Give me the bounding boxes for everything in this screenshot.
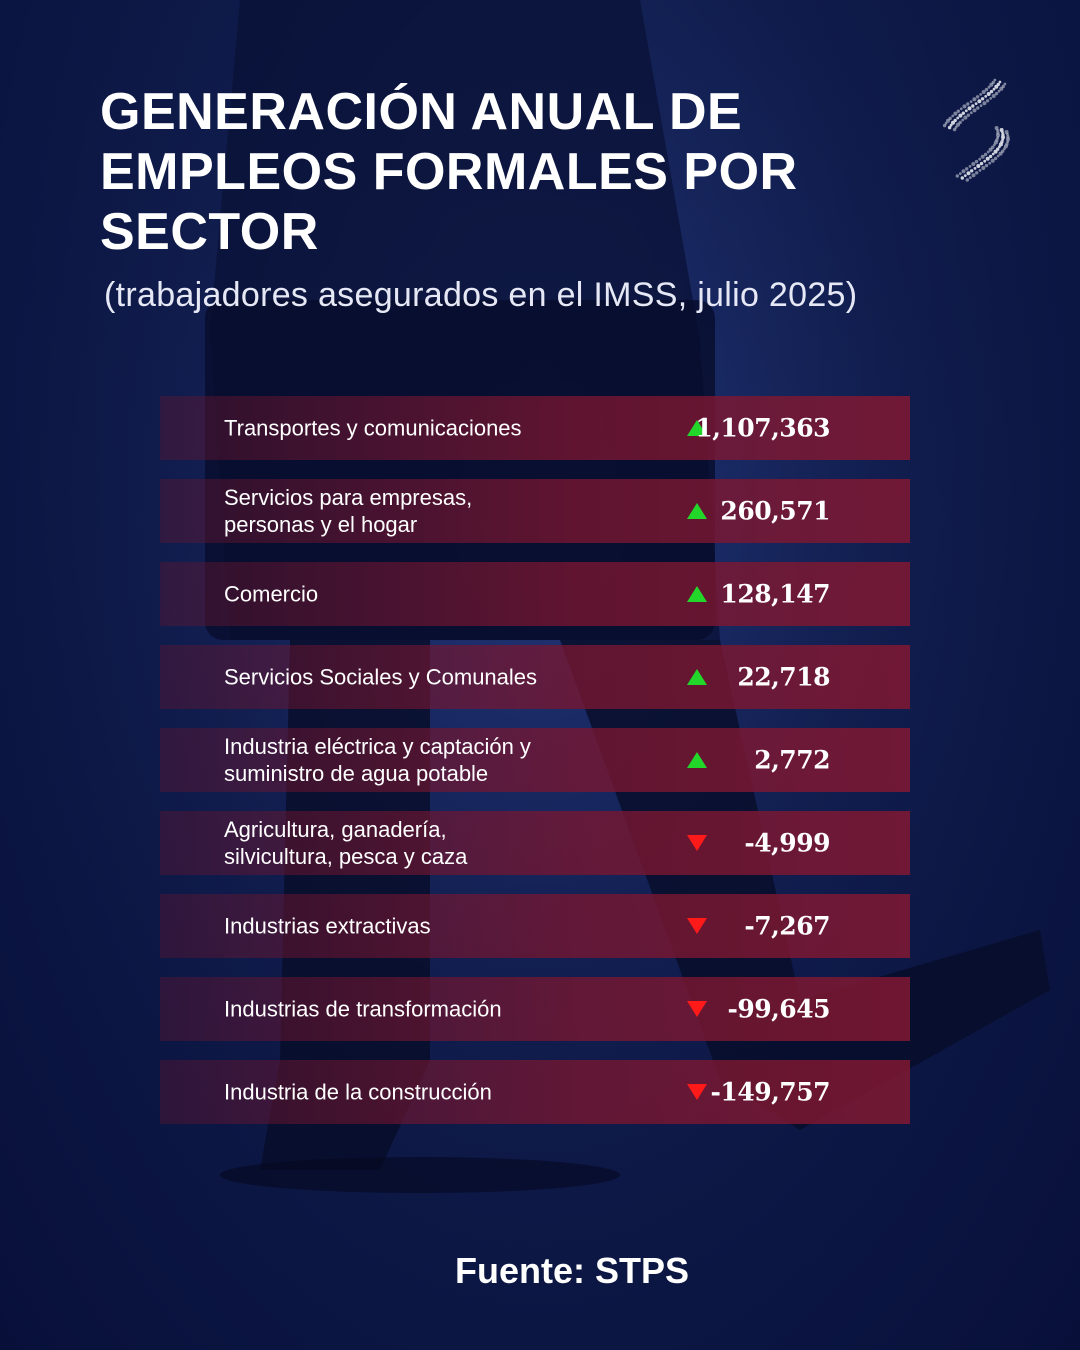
sector-table: Transportes y comunicaciones 1,107,363 Ser… xyxy=(160,396,910,1143)
sector-label: Comercio xyxy=(224,581,319,607)
sector-label: Industrias extractivas xyxy=(224,913,431,939)
sector-value: 2,772 xyxy=(754,745,830,775)
triangle-down-icon xyxy=(687,1084,707,1100)
triangle-down-icon xyxy=(687,918,707,934)
table-row: Servicios Sociales y Comunales 22,718 xyxy=(160,645,910,709)
triangle-up-icon xyxy=(687,503,707,519)
table-row: Industria eléctrica y captación y sumini… xyxy=(160,728,910,792)
sector-label: Agricultura, ganadería, silvicultura, pe… xyxy=(224,817,468,869)
sector-label: Industria de la construcción xyxy=(224,1079,492,1105)
sector-label: Transportes y comunicaciones xyxy=(224,415,522,441)
sector-value: 22,718 xyxy=(737,662,830,692)
sector-value: -99,645 xyxy=(727,994,830,1024)
triangle-up-icon xyxy=(687,669,707,685)
triangle-up-icon xyxy=(687,752,707,768)
sector-value: -4,999 xyxy=(744,828,830,858)
sector-value: 128,147 xyxy=(720,579,830,609)
page-subtitle: (trabajadores asegurados en el IMSS, jul… xyxy=(104,276,858,314)
triangle-down-icon xyxy=(687,1001,707,1017)
table-row: Comercio 128,147 xyxy=(160,562,910,626)
triangle-up-icon xyxy=(687,586,707,602)
sector-label: Servicios Sociales y Comunales xyxy=(224,664,538,690)
sector-value: -149,757 xyxy=(710,1077,831,1107)
table-row: Industrias de transformación -99,645 xyxy=(160,977,910,1041)
table-row: Agricultura, ganadería, silvicultura, pe… xyxy=(160,811,910,875)
page-title: GENERACIÓN ANUAL DE EMPLEOS FORMALES POR… xyxy=(100,83,798,261)
sector-label: Industrias de transformación xyxy=(224,996,502,1022)
source-note: Fuente: STPS xyxy=(455,1250,690,1291)
table-row: Industrias extractivas -7,267 xyxy=(160,894,910,958)
sector-value: -7,267 xyxy=(744,911,830,941)
table-row: Transportes y comunicaciones 1,107,363 xyxy=(160,396,910,460)
sector-label: Servicios para empresas, personas y el h… xyxy=(224,485,473,537)
sector-value: 260,571 xyxy=(720,496,830,526)
table-row: Industria de la construcción -149,757 xyxy=(160,1060,910,1124)
triangle-up-icon xyxy=(687,420,707,436)
sector-value: 1,107,363 xyxy=(695,413,830,443)
triangle-down-icon xyxy=(687,835,707,851)
table-row: Servicios para empresas, personas y el h… xyxy=(160,479,910,543)
sector-label: Industria eléctrica y captación y sumini… xyxy=(224,734,531,786)
dotted-s-logo-icon xyxy=(942,78,1010,182)
